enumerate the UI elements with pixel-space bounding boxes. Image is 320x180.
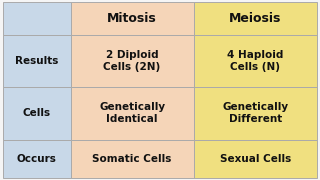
Text: Meiosis: Meiosis (229, 12, 281, 25)
Bar (71, 35, 194, 87)
Text: Mitosis: Mitosis (107, 12, 157, 25)
Bar (194, 35, 317, 87)
Bar (194, 140, 317, 178)
Bar (3, 140, 71, 178)
Text: Genetically
Identical: Genetically Identical (99, 102, 165, 124)
Bar (194, 2, 317, 35)
Text: Cells: Cells (23, 108, 51, 118)
Bar (71, 87, 194, 140)
Text: Occurs: Occurs (17, 154, 57, 164)
Bar (71, 140, 194, 178)
Bar (71, 2, 194, 35)
Text: Genetically
Different: Genetically Different (222, 102, 288, 124)
Text: 2 Diploid
Cells (2N): 2 Diploid Cells (2N) (103, 50, 161, 72)
Bar (194, 87, 317, 140)
Bar (3, 2, 71, 35)
Text: Results: Results (15, 56, 59, 66)
Text: 4 Haploid
Cells (N): 4 Haploid Cells (N) (227, 50, 284, 72)
Text: Somatic Cells: Somatic Cells (92, 154, 172, 164)
Bar (3, 35, 71, 87)
Bar (3, 87, 71, 140)
Text: Sexual Cells: Sexual Cells (220, 154, 291, 164)
